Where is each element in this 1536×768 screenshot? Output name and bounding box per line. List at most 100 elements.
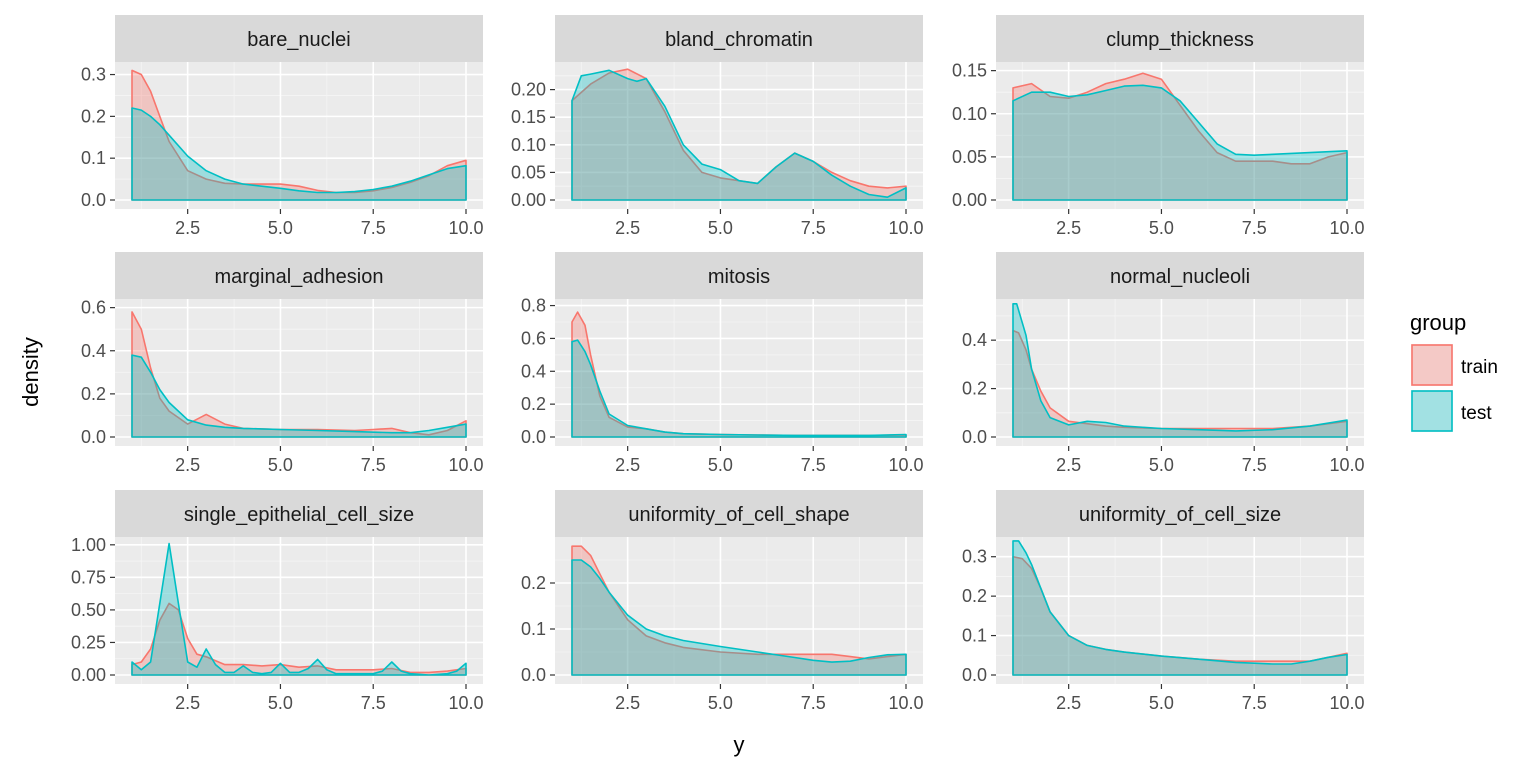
density-area-test	[571, 69, 907, 201]
x-tick-label: 10.0	[1329, 218, 1364, 238]
y-tick-label: 0.4	[962, 330, 987, 350]
density-area-test	[131, 542, 467, 676]
y-tick-label: 0.15	[952, 61, 987, 81]
facet-strip	[996, 15, 1364, 62]
x-tick-label: 10.0	[448, 693, 483, 713]
legend: group train test	[1410, 310, 1498, 432]
y-tick-label: 0.00	[952, 190, 987, 210]
facet-normal-nucleoli: normal_nucleoli 0.0 0.2 0.4 2.5 5.0 7.5 10.0	[962, 252, 1365, 475]
y-tick-label: 0.0	[81, 427, 106, 447]
density-area-test	[1012, 540, 1348, 676]
facet-strip	[996, 490, 1364, 537]
x-tick-label: 5.0	[268, 218, 293, 238]
facet-title: marginal_adhesion	[214, 266, 383, 288]
facet-bare-nuclei: bare_nuclei 0.0 0.1 0.2 0.3 2.5 5.0 7.5 10.0	[81, 15, 484, 238]
x-tick-label: 2.5	[175, 693, 200, 713]
panel-background	[115, 62, 483, 209]
x-tick-label: 10.0	[1329, 455, 1364, 475]
facet-uniformity-of-cell-size: uniformity_of_cell_size 0.0 0.1 0.2 0.3 2.5 5.…	[962, 490, 1365, 713]
facet-strip	[115, 490, 483, 537]
density-area-test	[1012, 84, 1348, 201]
panel-background	[996, 537, 1364, 684]
y-tick-label: 0.10	[952, 104, 987, 124]
y-tick-label: 0.05	[511, 162, 546, 182]
x-tick-label: 5.0	[268, 693, 293, 713]
y-tick-label: 0.2	[81, 384, 106, 404]
y-tick-label: 0.6	[81, 298, 106, 318]
density-area-train	[131, 602, 467, 676]
y-tick-label: 0.2	[81, 106, 106, 126]
facet-strip	[115, 252, 483, 299]
density-area-test	[1012, 303, 1348, 438]
x-tick-label: 5.0	[1149, 218, 1174, 238]
legend-key-bg	[1411, 390, 1453, 432]
density-area-train	[1012, 72, 1348, 201]
legend-title: group	[1410, 310, 1466, 335]
density-area-test	[571, 559, 907, 676]
x-tick-label: 7.5	[361, 218, 386, 238]
y-tick-label: 0.2	[521, 394, 546, 414]
y-tick-label: 0.1	[962, 626, 987, 646]
x-tick-label: 2.5	[1056, 693, 1081, 713]
x-tick-label: 2.5	[615, 693, 640, 713]
legend-swatch-test	[1411, 390, 1453, 432]
y-tick-label: 0.2	[521, 573, 546, 593]
facet-title: mitosis	[708, 266, 770, 288]
facet-strip	[996, 252, 1364, 299]
facet-title: uniformity_of_cell_size	[1079, 504, 1281, 526]
density-area-test	[571, 339, 907, 438]
x-tick-label: 10.0	[888, 693, 923, 713]
x-tick-label: 2.5	[175, 455, 200, 475]
y-tick-label: 0.0	[962, 665, 987, 685]
facet-clump-thickness: clump_thickness 0.00 0.05 0.10 0.15 2.5 5.0 7.5…	[952, 15, 1365, 238]
facet-title: clump_thickness	[1106, 29, 1254, 51]
density-area-test	[131, 354, 467, 438]
x-tick-label: 5.0	[708, 693, 733, 713]
y-tick-label: 0.3	[81, 65, 106, 85]
facet-strip	[115, 15, 483, 62]
density-area-train	[571, 545, 907, 676]
y-tick-label: 0.75	[71, 567, 106, 587]
x-tick-label: 2.5	[615, 218, 640, 238]
x-tick-label: 5.0	[1149, 693, 1174, 713]
y-tick-label: 0.3	[962, 547, 987, 567]
x-tick-label: 10.0	[888, 455, 923, 475]
y-tick-label: 0.1	[81, 148, 106, 168]
x-tick-label: 7.5	[801, 693, 826, 713]
y-tick-label: 0.2	[962, 379, 987, 399]
x-tick-label: 7.5	[1242, 693, 1267, 713]
y-tick-label: 0.6	[521, 328, 546, 348]
y-tick-label: 0.00	[71, 665, 106, 685]
x-tick-label: 7.5	[1242, 455, 1267, 475]
y-tick-label: 0.15	[511, 107, 546, 127]
x-tick-label: 10.0	[448, 455, 483, 475]
x-tick-label: 5.0	[708, 455, 733, 475]
y-tick-label: 0.10	[511, 135, 546, 155]
y-tick-label: 0.2	[962, 586, 987, 606]
x-tick-label: 7.5	[1242, 218, 1267, 238]
y-tick-label: 0.25	[71, 632, 106, 652]
facet-mitosis: mitosis 0.0 0.2 0.4 0.6 0.8 2.5 5.0 7.5 10.0	[521, 252, 924, 475]
facet-strip	[555, 15, 923, 62]
x-tick-label: 7.5	[801, 218, 826, 238]
panel-background	[996, 299, 1364, 446]
x-tick-label: 7.5	[361, 693, 386, 713]
y-tick-label: 0.0	[81, 190, 106, 210]
y-tick-label: 0.20	[511, 80, 546, 100]
y-tick-label: 0.8	[521, 296, 546, 316]
legend-key-bg	[1411, 344, 1453, 386]
x-tick-label: 2.5	[175, 218, 200, 238]
density-area-test	[131, 107, 467, 201]
y-tick-label: 0.50	[71, 600, 106, 620]
legend-label-test: test	[1461, 403, 1492, 424]
x-axis-title: y	[734, 732, 745, 757]
facet-title: normal_nucleoli	[1110, 266, 1250, 288]
facet-title: bare_nuclei	[247, 29, 350, 51]
facet-single-epithelial-cell-size: single_epithelial_cell_size 0.00 0.25 0.50 0…	[71, 490, 484, 713]
y-tick-label: 0.0	[521, 665, 546, 685]
y-tick-label: 0.0	[962, 427, 987, 447]
y-tick-label: 0.1	[521, 619, 546, 639]
facet-marginal-adhesion: marginal_adhesion 0.0 0.2 0.4 0.6 2.5 5.0 7.5 10…	[81, 252, 484, 475]
y-tick-label: 1.00	[71, 535, 106, 555]
